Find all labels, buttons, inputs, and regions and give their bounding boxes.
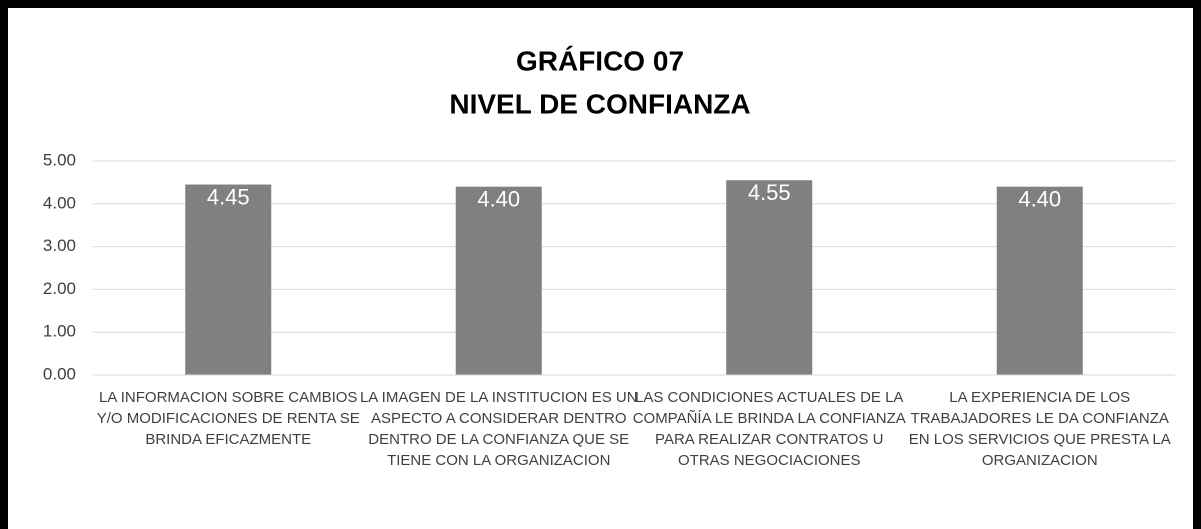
y-tick-label: 1.00	[43, 322, 76, 341]
x-tick-label-box: LAS CONDICIONES ACTUALES DE LA COMPAÑÍA …	[632, 389, 906, 469]
y-tick-label: 2.00	[43, 279, 76, 298]
x-tick-label-box: LA IMAGEN DE LA INSTITUCION ES UN ASPECT…	[359, 389, 638, 469]
x-tick-label: LAS CONDICIONES ACTUALES DE LA COMPAÑÍA …	[632, 389, 906, 469]
value-label: 4.40	[1018, 186, 1061, 211]
bar	[455, 186, 542, 375]
y-tick-label: 3.00	[43, 236, 76, 255]
x-tick-label: LA INFORMACION SOBRE CAMBIOS Y/O MODIFIC…	[96, 389, 360, 448]
x-tick-label: LA IMAGEN DE LA INSTITUCION ES UN ASPECT…	[359, 389, 638, 469]
chart-subtitle: NIVEL DE CONFIANZA	[449, 88, 750, 119]
y-tick-label: 4.00	[43, 193, 76, 212]
chart-title: GRÁFICO 07	[516, 45, 684, 76]
value-label: 4.45	[207, 184, 250, 209]
bar	[996, 186, 1083, 375]
y-tick-label: 0.00	[43, 364, 76, 383]
bar	[185, 184, 272, 375]
x-tick-label-box: LA INFORMACION SOBRE CAMBIOS Y/O MODIFIC…	[96, 389, 360, 448]
bar	[726, 180, 813, 375]
x-tick-label: LA EXPERIENCIA DE LOS TRABAJADORES LE DA…	[908, 389, 1171, 469]
x-tick-label-box: LA EXPERIENCIA DE LOS TRABAJADORES LE DA…	[908, 389, 1171, 469]
y-tick-label: 5.00	[43, 150, 76, 169]
value-label: 4.40	[477, 186, 520, 211]
value-label: 4.55	[748, 180, 791, 205]
